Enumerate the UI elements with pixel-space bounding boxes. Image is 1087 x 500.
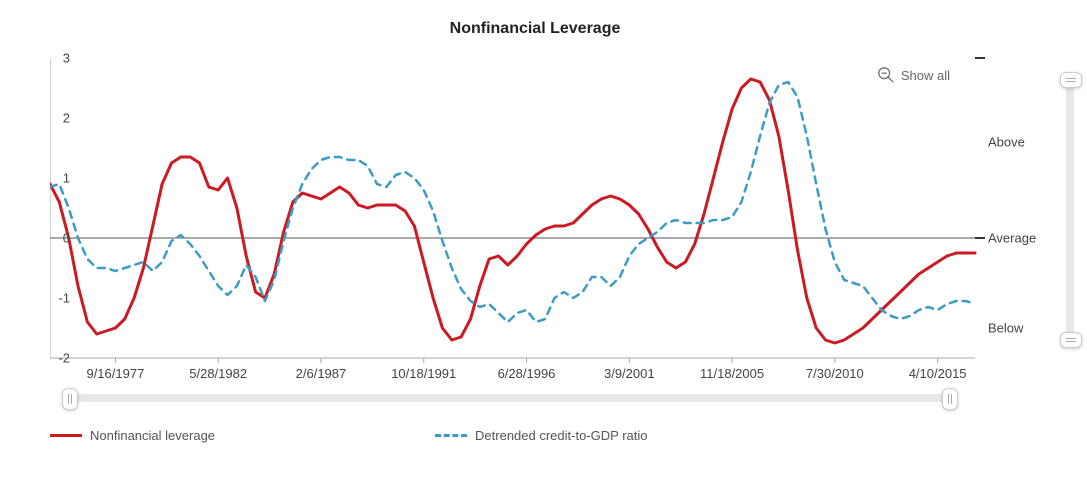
chart-svg <box>50 58 985 363</box>
x-tick-label: 3/9/2001 <box>604 366 655 381</box>
right-tick-mark <box>975 57 985 59</box>
zoom-out-icon <box>877 66 895 84</box>
horizontal-range-scroll <box>50 388 1010 408</box>
x-tick-label: 2/6/1987 <box>296 366 347 381</box>
legend-item[interactable]: Detrended credit-to-GDP ratio <box>435 428 647 443</box>
range-handle-left[interactable] <box>62 388 78 410</box>
legend-swatch <box>435 434 467 437</box>
legend: Nonfinancial leverage Detrended credit-to… <box>50 428 1050 443</box>
right-axis-label: Average <box>988 231 1036 246</box>
show-all-label: Show all <box>901 68 950 83</box>
x-tick-label: 7/30/2010 <box>806 366 864 381</box>
y-tick-label: 0 <box>40 231 70 246</box>
right-axis-label: Below <box>988 321 1023 336</box>
y-tick-label: 3 <box>40 51 70 66</box>
vertical-handle-top[interactable] <box>1060 72 1082 88</box>
vertical-range-scroll <box>1060 60 1080 360</box>
y-tick-label: 1 <box>40 171 70 186</box>
legend-swatch <box>50 434 82 437</box>
chart-container: Nonfinancial Leverage Show all -2-101239… <box>20 20 1050 443</box>
plot-area: Show all -2-101239/16/19775/28/19822/6/1… <box>50 58 1010 358</box>
x-tick-label: 11/18/2005 <box>700 366 764 381</box>
x-tick-label: 6/28/1996 <box>498 366 556 381</box>
x-tick-label: 10/18/1991 <box>391 366 456 381</box>
vertical-handle-bottom[interactable] <box>1060 332 1082 348</box>
right-tick-mark <box>975 237 985 239</box>
vertical-range-track[interactable] <box>1066 80 1074 340</box>
range-handle-right[interactable] <box>942 388 958 410</box>
y-tick-label: 2 <box>40 111 70 126</box>
legend-item[interactable]: Nonfinancial leverage <box>50 428 215 443</box>
x-tick-label: 4/10/2015 <box>909 366 967 381</box>
y-tick-label: -1 <box>40 291 70 306</box>
range-track[interactable] <box>70 394 950 402</box>
y-tick-label: -2 <box>40 351 70 366</box>
x-tick-label: 9/16/1977 <box>86 366 144 381</box>
right-axis-label: Above <box>988 135 1025 150</box>
show-all-button[interactable]: Show all <box>877 66 950 84</box>
chart-title: Nonfinancial Leverage <box>20 20 1050 38</box>
legend-label: Nonfinancial leverage <box>90 428 215 443</box>
x-tick-label: 5/28/1982 <box>189 366 247 381</box>
legend-label: Detrended credit-to-GDP ratio <box>475 428 647 443</box>
